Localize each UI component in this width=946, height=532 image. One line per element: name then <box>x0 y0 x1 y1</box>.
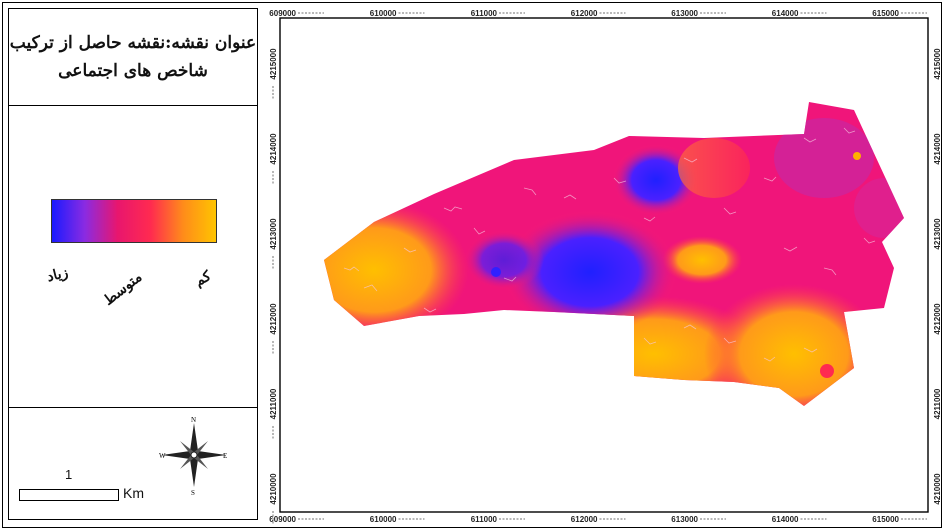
y-tick-label: 4210000 <box>269 473 278 505</box>
x-tick-label: 609000 <box>269 9 296 18</box>
y-tick-label: 4212000 <box>269 303 278 335</box>
y-axis-right: 4215000 4214000 4213000 4212000 4211000 42100… <box>933 48 942 505</box>
map-title-line-1: عنوان نقشه:نقشه حاصل از ترکیب <box>9 33 257 53</box>
x-tick-label: 612000 <box>571 515 598 524</box>
compass-w: W <box>159 452 166 460</box>
x-tick-label: 615000 <box>872 515 899 524</box>
x-axis-bottom: 609000 610000 611000 612000 613000 614000 6150… <box>269 515 927 524</box>
map-title-line-2: شاخص های اجتماعی <box>58 61 208 81</box>
compass-e: E <box>223 452 227 460</box>
x-tick-label: 615000 <box>872 9 899 18</box>
legend-label-low: کم <box>192 268 214 290</box>
y-tick-label: 4215000 <box>269 48 278 80</box>
y-tick-label: 4215000 <box>933 48 942 80</box>
x-tick-label: 609000 <box>269 515 296 524</box>
y-tick-label: 4214000 <box>269 133 278 165</box>
scale-bar <box>19 489 119 501</box>
y-axis-left: 4215000 4214000 4213000 4212000 4211000 42100… <box>269 48 278 524</box>
north-arrow-icon: N S W E <box>159 416 227 495</box>
x-tick-label: 613000 <box>671 515 698 524</box>
x-tick-label: 614000 <box>772 515 799 524</box>
compass-s: S <box>191 489 195 495</box>
y-tick-label: 4213000 <box>269 218 278 250</box>
scale-bar-unit: Km <box>123 485 144 501</box>
legend-label-high: زیاد <box>45 264 70 286</box>
legend-panel: عنوان نقشه:نقشه حاصل از ترکیب شاخص های ا… <box>8 8 258 520</box>
title-box: عنوان نقشه:نقشه حاصل از ترکیب شاخص های ا… <box>9 9 257 105</box>
panel-divider <box>9 407 257 408</box>
y-tick-label: 4211000 <box>933 388 942 419</box>
legend-color-ramp <box>51 199 217 243</box>
x-tick-label: 611000 <box>471 9 498 18</box>
legend-label-medium: متوسط <box>100 269 146 309</box>
x-tick-label: 612000 <box>571 9 598 18</box>
y-tick-label: 4214000 <box>933 133 942 165</box>
x-tick-label: 613000 <box>671 9 698 18</box>
y-tick-label: 4211000 <box>269 388 278 419</box>
x-tick-label: 614000 <box>772 9 799 18</box>
x-tick-label: 610000 <box>370 515 397 524</box>
y-tick-label: 4212000 <box>933 303 942 335</box>
x-tick-label: 611000 <box>471 515 498 524</box>
map-frame: 609000 610000 611000 612000 613000 614000 6150… <box>269 9 942 524</box>
compass-n: N <box>191 416 196 424</box>
y-tick-label: 4210000 <box>933 473 942 505</box>
y-tick-label: 4213000 <box>933 218 942 250</box>
map-title: عنوان نقشه:نقشه حاصل از ترکیب شاخص های ا… <box>10 29 256 85</box>
x-axis-top: 609000 610000 611000 612000 613000 614000 6150… <box>269 9 927 18</box>
panel-divider <box>9 105 257 106</box>
x-tick-label: 610000 <box>370 9 397 18</box>
scale-bar-value: 1 <box>65 467 73 482</box>
